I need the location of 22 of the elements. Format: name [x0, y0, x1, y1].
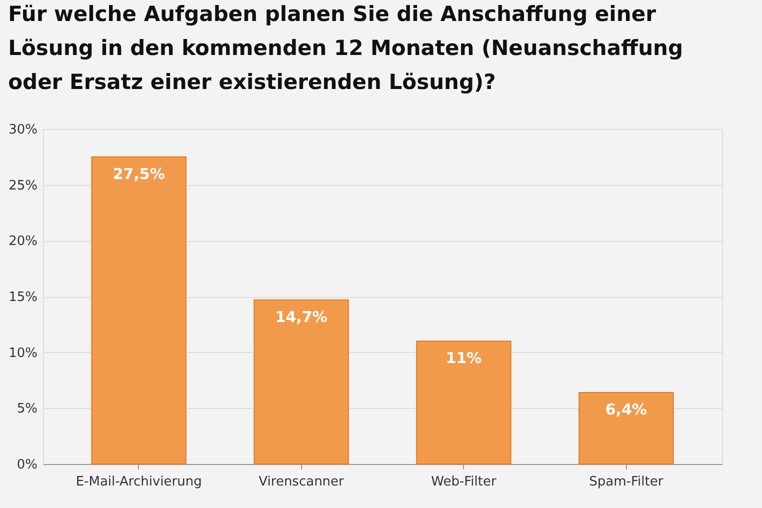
- y-tick-label: 25%: [8, 178, 38, 194]
- text: oder Ersatz einer existierenden Lösung)?: [8, 70, 496, 94]
- x-tick-label: Web-Filter: [431, 474, 497, 490]
- bar: [91, 156, 186, 464]
- bar: [254, 299, 349, 464]
- y-tick-label: 0%: [16, 458, 38, 472]
- bar: [578, 392, 674, 464]
- data-label: 14,7%: [275, 308, 328, 326]
- y-tick-label: 30%: [8, 122, 38, 138]
- y-tick-label: 5%: [16, 402, 38, 417]
- data-label: 6,4%: [605, 400, 647, 419]
- y-tick-label: 10%: [8, 346, 38, 361]
- x-tick-label: Spam-Filter: [589, 474, 664, 490]
- data-label: 11%: [446, 349, 482, 368]
- data-label: 27,5%: [112, 164, 165, 183]
- y-tick-label: 15%: [8, 290, 38, 305]
- text: Lösung in den kommenden 12 Monaten (Neuanschaffung: [8, 36, 684, 60]
- x-tick-label: E-Mail-Archivierung: [76, 474, 202, 490]
- y-tick-label: 20%: [8, 234, 38, 250]
- x-tick-label: Virenscanner: [258, 474, 345, 490]
- bar: [416, 340, 512, 464]
- text: Für welche Aufgaben planen Sie die Anschaffung einer: [8, 2, 656, 26]
